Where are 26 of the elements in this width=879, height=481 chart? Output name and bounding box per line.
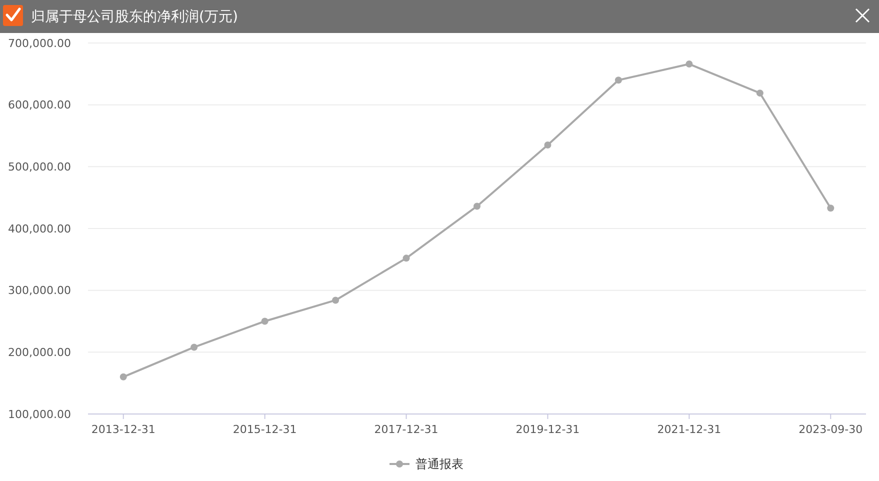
x-tick-label: 2015-12-31 xyxy=(232,423,297,436)
point xyxy=(614,76,622,84)
point xyxy=(544,142,552,149)
chart-title: 归属于母公司股东的净利润(万元) xyxy=(31,9,238,25)
x-tick-label: 2021-12-31 xyxy=(657,423,722,436)
y-tick-label: 200,000.00 xyxy=(8,346,71,360)
x-tick-label: 2023-09-30 xyxy=(798,423,863,436)
legend-label: 普通报表 xyxy=(416,457,464,472)
y-tick-label: 700,000.00 xyxy=(8,36,71,50)
y-tick-label: 600,000.00 xyxy=(8,98,71,112)
point xyxy=(402,254,410,262)
x-tick-label: 2019-12-31 xyxy=(516,423,580,436)
x-tick-label: 2013-12-31 xyxy=(91,423,156,436)
point xyxy=(474,202,480,210)
point xyxy=(190,344,198,351)
point xyxy=(261,318,268,325)
point xyxy=(120,373,127,380)
y-tick-label: 300,000.00 xyxy=(8,284,71,298)
point xyxy=(756,90,764,97)
y-tick-label: 400,000.00 xyxy=(8,222,71,236)
point xyxy=(332,296,340,304)
point xyxy=(827,204,834,212)
y-tick-label: 500,000.00 xyxy=(8,160,71,174)
x-tick-label: 2017-12-31 xyxy=(374,423,438,436)
y-tick-label: 100,000.00 xyxy=(8,408,71,421)
point xyxy=(686,60,693,68)
